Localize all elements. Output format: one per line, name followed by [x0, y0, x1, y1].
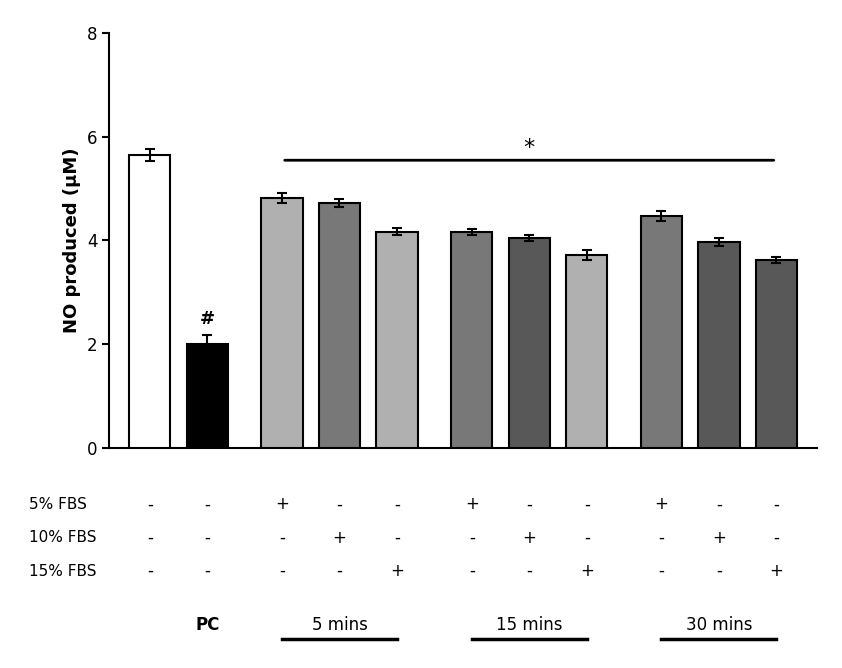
Bar: [756, 260, 797, 448]
Text: -: -: [394, 496, 400, 513]
Bar: [698, 242, 739, 448]
Text: +: +: [522, 529, 536, 546]
Text: 5 mins: 5 mins: [312, 616, 367, 633]
Text: 5% FBS: 5% FBS: [29, 497, 88, 512]
Bar: [129, 155, 170, 448]
Text: -: -: [526, 496, 532, 513]
Text: -: -: [337, 496, 343, 513]
Text: -: -: [205, 529, 210, 546]
Text: +: +: [465, 496, 478, 513]
Text: -: -: [584, 496, 589, 513]
Text: -: -: [658, 529, 664, 546]
Text: -: -: [279, 562, 285, 580]
Bar: [641, 216, 682, 448]
Text: +: +: [770, 562, 783, 580]
Text: +: +: [580, 562, 594, 580]
Text: -: -: [526, 562, 532, 580]
Text: PC: PC: [195, 616, 220, 633]
Bar: [566, 255, 607, 448]
Text: 15 mins: 15 mins: [496, 616, 562, 633]
Text: *: *: [524, 138, 535, 158]
Text: #: #: [200, 311, 215, 329]
Text: -: -: [279, 529, 285, 546]
Text: -: -: [337, 562, 343, 580]
Text: -: -: [584, 529, 589, 546]
Text: -: -: [147, 529, 152, 546]
Bar: [509, 238, 550, 448]
Y-axis label: NO produced (μM): NO produced (μM): [63, 148, 82, 333]
Text: +: +: [654, 496, 669, 513]
Text: -: -: [394, 529, 400, 546]
Text: -: -: [205, 562, 210, 580]
Bar: [451, 232, 493, 448]
Text: -: -: [658, 562, 664, 580]
Text: -: -: [205, 496, 210, 513]
Text: 10% FBS: 10% FBS: [29, 530, 97, 545]
Text: 15% FBS: 15% FBS: [29, 564, 97, 578]
Text: -: -: [469, 529, 475, 546]
Text: -: -: [774, 529, 780, 546]
Text: -: -: [147, 562, 152, 580]
Text: +: +: [333, 529, 346, 546]
Bar: [376, 232, 418, 448]
Text: -: -: [716, 562, 722, 580]
Text: -: -: [147, 496, 152, 513]
Text: -: -: [469, 562, 475, 580]
Text: +: +: [390, 562, 404, 580]
Text: -: -: [774, 496, 780, 513]
Bar: [319, 202, 360, 448]
Text: +: +: [712, 529, 726, 546]
Text: +: +: [275, 496, 289, 513]
Text: -: -: [716, 496, 722, 513]
Bar: [261, 198, 302, 448]
Text: 30 mins: 30 mins: [685, 616, 752, 633]
Bar: [187, 344, 228, 448]
